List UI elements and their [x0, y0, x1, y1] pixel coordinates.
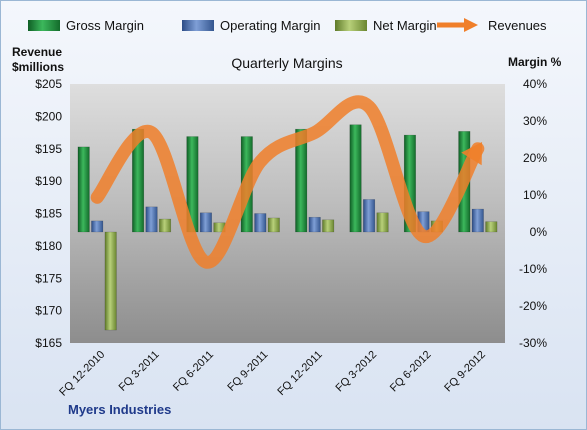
left-tick-label: $175	[35, 271, 62, 285]
right-tick-label: 20%	[523, 151, 547, 165]
legend-item-revenues: Revenues	[437, 18, 547, 33]
bar-gross-margin	[295, 128, 308, 233]
legend-swatch-net-margin	[335, 20, 367, 31]
bar-net-margin	[104, 231, 117, 331]
bar-net-margin	[322, 219, 335, 233]
x-axis-labels: FQ 12-2010 FQ 3-2011 FQ 6-2011 FQ 9-2011 FQ …	[57, 349, 488, 399]
left-tick-label: $165	[35, 336, 62, 350]
left-tick-label: $195	[35, 142, 62, 156]
left-tick-label: $185	[35, 207, 62, 221]
left-axis-title-line1: Revenue	[12, 45, 62, 59]
x-tick-label: FQ 3-2012	[334, 349, 380, 395]
x-tick-label: FQ 12-2011	[275, 349, 324, 398]
x-tick-label: FQ 9-2012	[442, 349, 488, 395]
left-axis: $165 $170 $175 $180 $185 $190 $195 $200 $205	[35, 77, 62, 350]
x-tick-label: FQ 6-2012	[388, 349, 434, 395]
right-tick-label: 30%	[523, 114, 547, 128]
x-tick-label: FQ 9-2011	[225, 349, 270, 394]
legend-swatch-gross-margin	[28, 20, 60, 31]
bar-net-margin	[485, 221, 498, 233]
x-tick-label: FQ 12-2010	[57, 349, 107, 399]
bar-operating-margin	[363, 199, 376, 233]
bar-net-margin	[159, 218, 172, 233]
legend-label-operating-margin: Operating Margin	[220, 18, 320, 33]
right-axis: -30% -20% -10% 0% 10% 20% 30% 40%	[519, 77, 547, 350]
right-tick-label: 0%	[530, 225, 548, 239]
bar-operating-margin	[91, 220, 104, 233]
left-tick-label: $170	[35, 304, 62, 318]
revenues-arrow-head	[461, 141, 483, 166]
x-tick-label: FQ 3-2011	[117, 349, 162, 394]
company-name: Myers Industries	[68, 402, 171, 417]
bar-operating-margin	[308, 216, 321, 233]
legend-label-gross-margin: Gross Margin	[66, 18, 144, 33]
bar-net-margin	[376, 212, 389, 233]
left-axis-title-line2: $millions	[12, 60, 64, 74]
right-tick-label: 10%	[523, 188, 547, 202]
legend-item-operating-margin: Operating Margin	[182, 18, 320, 33]
bar-gross-margin	[349, 124, 362, 233]
right-tick-label: 40%	[523, 77, 547, 91]
legend-label-revenues: Revenues	[488, 18, 547, 33]
chart-title: Quarterly Margins	[231, 55, 342, 71]
revenues-line	[90, 95, 485, 269]
bar-operating-margin	[199, 212, 212, 233]
bar-gross-margin	[77, 146, 90, 233]
right-axis-title: Margin %	[508, 55, 562, 69]
legend-item-net-margin: Net Margin	[335, 18, 437, 33]
left-tick-label: $190	[35, 174, 62, 188]
x-tick-label: FQ 6-2011	[171, 349, 216, 394]
bar-operating-margin	[145, 206, 158, 233]
legend-swatch-operating-margin	[182, 20, 214, 31]
right-tick-label: -20%	[519, 299, 547, 313]
left-tick-label: $180	[35, 239, 62, 253]
bar-net-margin	[267, 217, 280, 233]
bar-operating-margin	[254, 213, 267, 233]
right-tick-label: -10%	[519, 262, 547, 276]
left-tick-label: $205	[35, 77, 62, 91]
legend: Gross Margin Operating Margin Net Margin…	[28, 18, 547, 33]
legend-arrow-revenues	[464, 18, 478, 32]
bar-operating-margin	[471, 208, 484, 233]
left-tick-label: $200	[35, 109, 62, 123]
legend-item-gross-margin: Gross Margin	[28, 18, 144, 33]
revenue-line	[90, 95, 485, 269]
legend-label-net-margin: Net Margin	[373, 18, 437, 33]
right-tick-label: -30%	[519, 336, 547, 350]
